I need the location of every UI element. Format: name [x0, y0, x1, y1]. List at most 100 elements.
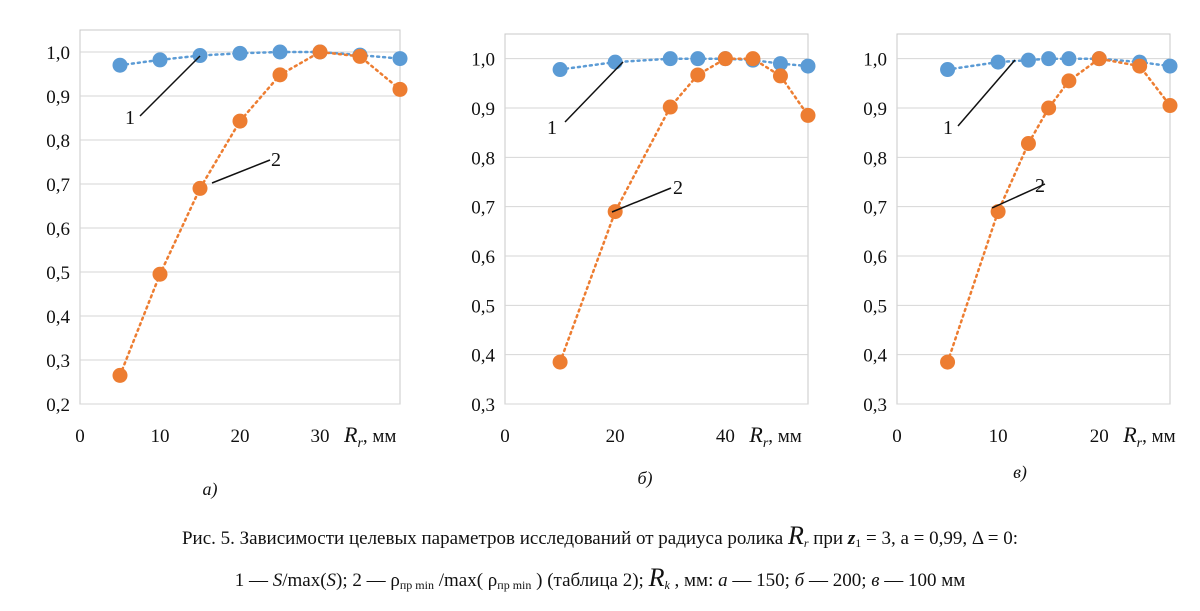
- caption2-p4: /max( ρ: [433, 570, 498, 591]
- chart2-series2-point: [772, 68, 788, 84]
- chart2-series1-point: [662, 51, 678, 67]
- chart3-series2-point: [1061, 73, 1077, 89]
- chart3-series1-point: [1061, 51, 1077, 67]
- chart1-series2-point: [192, 180, 208, 196]
- chart1-series2-point: [232, 113, 248, 129]
- chart1-series2-point: [152, 266, 168, 282]
- chart3-series2-label: 2: [1035, 175, 1045, 197]
- caption2-b: б: [794, 570, 805, 591]
- chart1-x-tick-label: 30: [311, 426, 330, 447]
- chart3-series2-point: [1132, 58, 1148, 74]
- chart2-series1-point: [690, 51, 706, 67]
- figure-caption-line2: 1 — S/max(S); 2 — ρпр min /max( ρпр min …: [0, 563, 1200, 593]
- chart1-series2-point: [272, 67, 288, 83]
- chart2-x-tick-label: 40: [716, 426, 735, 447]
- chart2-y-tick-label: 0,8: [471, 148, 495, 169]
- chart2-y-tick-label: 0,9: [471, 99, 495, 120]
- caption2-p9: — 100 мм: [879, 570, 966, 591]
- chart1-series2-point: [392, 81, 408, 97]
- chart2-series2-point: [717, 51, 733, 67]
- chart2-callout-line-1: [564, 61, 624, 123]
- chart3-y-tick-label: 0,9: [863, 99, 887, 120]
- chart1-series1-point: [152, 52, 168, 68]
- caption2-p1: 1 —: [234, 570, 273, 591]
- chart1-y-tick-label: 0,7: [46, 175, 70, 196]
- chart3-callout-line-1: [957, 59, 1016, 127]
- chart2-series2-label: 2: [673, 177, 683, 199]
- chart2-series2-point: [690, 67, 706, 83]
- chart3-y-tick-label: 1,0: [863, 50, 887, 71]
- chart2-y-tick-label: 0,4: [471, 346, 495, 367]
- chart2-callout-line-2: [611, 187, 672, 213]
- caption2-S1: S: [272, 570, 283, 591]
- chart2-series1-point: [772, 56, 788, 72]
- chart1-callout-line-1: [139, 55, 201, 117]
- chart3-y-tick-label: 0,3: [863, 395, 887, 416]
- chart3-series2-point: [1091, 51, 1107, 67]
- chart3-y-tick-label: 0,6: [863, 247, 887, 268]
- chart1-callout-line-2: [211, 159, 271, 184]
- chart3-series1-point: [1162, 58, 1178, 74]
- chart1-series1-point: [272, 44, 288, 60]
- chart2-x-tick-label: 20: [606, 426, 625, 447]
- figure-caption-line1: Рис. 5. Зависимости целевых параметров и…: [0, 521, 1200, 551]
- chart2-series2-point: [800, 107, 816, 123]
- chart1-x-tick-label: 20: [231, 426, 250, 447]
- chart3-y-tick-label: 0,4: [863, 346, 887, 367]
- caption-z-symbol: z: [847, 528, 856, 549]
- chart2-series1-point: [607, 54, 623, 70]
- chart2-y-tick-label: 0,3: [471, 395, 495, 416]
- caption2-p3: ); 2 — ρ: [336, 570, 400, 591]
- chart3-plot-frame: [896, 33, 1171, 405]
- caption-mid: при: [808, 528, 848, 549]
- chart3-series2-point: [1041, 100, 1057, 116]
- chart2-x-axis-label: Rr, мм: [748, 422, 801, 451]
- caption2-p7: — 150;: [727, 570, 795, 591]
- chart2-y-tick-label: 0,7: [471, 198, 495, 219]
- chart2-series1-label: 1: [547, 117, 557, 139]
- caption-suffix: = 3, a = 0,99, Δ = 0:: [861, 528, 1019, 549]
- caption-R-symbol: R: [787, 521, 804, 550]
- chart3-series2-point: [1162, 98, 1178, 114]
- chart3-y-tick-label: 0,5: [863, 296, 887, 317]
- chart3-x-tick-label: 20: [1090, 426, 1109, 447]
- chart1-series1-label: 1: [125, 107, 135, 129]
- chart3-series1-label: 1: [943, 117, 953, 139]
- chart2-x-tick-label: 0: [500, 426, 510, 447]
- chart1-series2-label: 2: [271, 149, 281, 171]
- chart1-series1-point: [392, 51, 408, 67]
- chart1-x-tick-label: 10: [151, 426, 170, 447]
- chart3-y-tick-label: 0,7: [863, 198, 887, 219]
- chart3-series1-point: [1020, 52, 1036, 68]
- chart2-y-tick-label: 0,6: [471, 247, 495, 268]
- chart2-series2-point: [662, 99, 678, 115]
- chart2-series2-point: [607, 204, 623, 220]
- caption2-S2: S: [326, 570, 337, 591]
- caption2-Rk-subscript: k: [664, 578, 670, 592]
- chart1-y-tick-label: 0,5: [46, 263, 70, 284]
- caption2-v: в: [871, 570, 880, 591]
- chart1-y-tick-label: 0,9: [46, 87, 70, 108]
- caption-prefix: Рис. 5. Зависимости целевых параметров и…: [181, 528, 788, 549]
- chart3-series1-point: [990, 54, 1006, 70]
- caption2-Rk-symbol: R: [648, 563, 665, 592]
- chart2-series1-point: [800, 58, 816, 74]
- chart1-series2-point: [112, 367, 128, 383]
- chart2-y-tick-label: 1,0: [471, 50, 495, 71]
- chart1-x-tick-label: 0: [75, 426, 85, 447]
- chart1-series2-point: [352, 48, 368, 64]
- figure-charts: 0,20,30,40,50,60,70,80,91,00 10 20 30 Rr, мм…: [46, 29, 1178, 500]
- chart1-plot-frame: [79, 29, 401, 405]
- caption2-p8: — 200;: [804, 570, 872, 591]
- chart3-x-tick-label: 0: [892, 426, 902, 447]
- chart3-callout-line-2: [991, 183, 1046, 209]
- chart3-series2-point: [940, 354, 956, 370]
- chart1-y-tick-label: 0,4: [46, 307, 70, 328]
- chart3-x-tick-label: 10: [989, 426, 1008, 447]
- caption-R-subscript: r: [803, 536, 809, 550]
- chart1-x-axis-label: Rr, мм: [343, 422, 396, 451]
- chart3-series1-point: [940, 62, 956, 78]
- chart3-series1-point: [1041, 51, 1057, 67]
- chart1-series2-point: [312, 44, 328, 60]
- caption2-sub2: пр min: [497, 578, 532, 592]
